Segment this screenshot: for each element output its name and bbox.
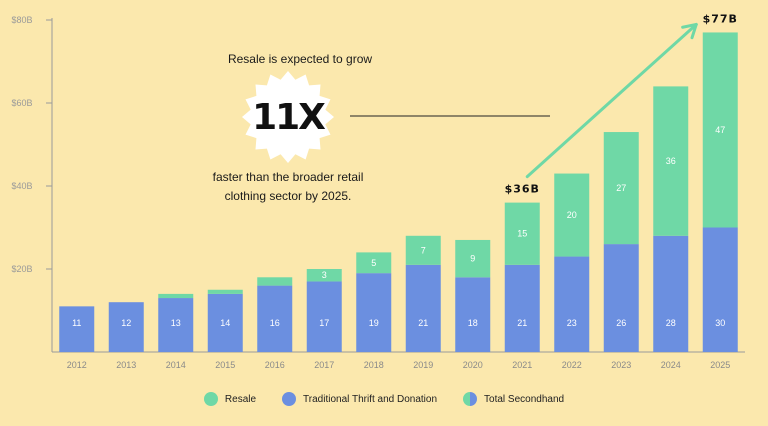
bar-resale <box>207 289 243 294</box>
legend-label-total: Total Secondhand <box>484 393 565 405</box>
x-tick-label: 2015 <box>215 360 235 370</box>
bar-resale <box>405 235 441 265</box>
bar-label-thrift: 19 <box>369 318 379 328</box>
bar-label-thrift: 11 <box>72 318 81 328</box>
bar-thrift <box>356 273 392 352</box>
bar-thrift <box>158 298 194 352</box>
starburst-icon <box>242 71 334 163</box>
bar-label-thrift: 17 <box>319 318 329 328</box>
bar-label-thrift: 26 <box>616 318 626 328</box>
bar-label-resale: 20 <box>567 210 577 220</box>
x-tick-label: 2022 <box>562 360 582 370</box>
bar-thrift <box>59 306 95 352</box>
bar-label-thrift: 14 <box>220 318 230 328</box>
y-tick-label: $40B <box>11 181 32 191</box>
bar-label-resale: 27 <box>616 183 626 193</box>
chart-legend: Resale Traditional Thrift and Donation T… <box>0 392 768 406</box>
bar-label-resale: 3 <box>322 270 327 280</box>
x-tick-label: 2013 <box>116 360 136 370</box>
bar-resale <box>306 269 342 282</box>
bar-resale <box>504 202 540 265</box>
bar-thrift <box>405 264 441 352</box>
legend-item-thrift: Traditional Thrift and Donation <box>282 392 437 406</box>
bar-thrift <box>702 227 738 352</box>
multiplier-text: 11X <box>252 96 326 138</box>
x-tick-label: 2012 <box>67 360 87 370</box>
resale-swatch-icon <box>203 392 218 406</box>
arrow-shaft <box>525 22 698 179</box>
starburst-badge: 11X <box>240 70 336 164</box>
y-axis-ticks: $20B $40B $60B $80B <box>11 15 52 274</box>
bar-label-thrift: 12 <box>121 318 131 328</box>
y-tick-label: $80B <box>11 15 32 25</box>
bar-thrift <box>603 244 639 352</box>
total-label: $36B <box>505 183 540 196</box>
legend-label-thrift: Traditional Thrift and Donation <box>303 393 438 405</box>
total-swatch-icon <box>463 392 478 406</box>
chart-bars: 11 12 13 14 16 17 3 19 5 21 7 18 9 21 15 23 20 26 27 28 36 30… <box>59 32 738 352</box>
bar-thrift <box>455 277 491 352</box>
bar-resale <box>257 277 293 286</box>
x-axis-labels: 2012 2013 2014 2015 2016 2017 2018 2019 2020 2021… <box>67 360 731 370</box>
bar-label-thrift: 30 <box>715 318 725 328</box>
bar-label-resale: 9 <box>470 254 475 264</box>
bar-thrift <box>306 281 342 352</box>
bar-thrift <box>207 293 243 352</box>
bar-resale <box>603 132 639 245</box>
x-tick-label: 2017 <box>314 360 334 370</box>
bar-resale <box>356 252 392 274</box>
legend-label-resale: Resale <box>224 393 257 405</box>
bar-resale <box>702 32 738 228</box>
bar-label-resale: 47 <box>715 125 725 135</box>
x-tick-label: 2016 <box>265 360 285 370</box>
x-tick-label: 2014 <box>166 360 186 370</box>
bar-thrift <box>108 302 144 352</box>
callout-bottom-line2: clothing sector by 2025. <box>224 189 352 203</box>
bar-resale <box>455 239 491 278</box>
bar-label-thrift: 28 <box>666 318 676 328</box>
x-tick-label: 2025 <box>710 360 730 370</box>
x-tick-label: 2020 <box>463 360 483 370</box>
bar-label-thrift: 23 <box>567 318 577 328</box>
x-tick-label: 2018 <box>364 360 384 370</box>
legend-item-total: Total Secondhand <box>463 392 564 406</box>
thrift-swatch-icon <box>282 392 297 406</box>
bar-label-resale: 7 <box>421 245 426 255</box>
bar-thrift <box>504 264 540 352</box>
callout-top-text: Resale is expected to grow <box>227 52 373 66</box>
bar-resale <box>158 293 194 299</box>
bar-label-resale: 15 <box>517 229 527 239</box>
bar-label-thrift: 13 <box>171 318 181 328</box>
bar-thrift <box>554 256 590 352</box>
bar-label-resale: 5 <box>371 258 376 268</box>
total-label: $77B <box>703 12 738 25</box>
y-tick-label: $60B <box>11 98 32 108</box>
bar-label-thrift: 21 <box>517 318 527 328</box>
arrow-head <box>681 22 698 40</box>
total-labels: $36B $77B <box>505 12 738 196</box>
x-tick-label: 2021 <box>512 360 532 370</box>
x-tick-label: 2019 <box>413 360 433 370</box>
callout-bottom-line1: faster than the broader retail <box>212 170 364 184</box>
bar-label-thrift: 16 <box>270 318 280 328</box>
bar-label-thrift: 18 <box>468 318 478 328</box>
growth-arrow-icon <box>525 22 698 179</box>
x-tick-label: 2023 <box>611 360 631 370</box>
bar-thrift <box>653 235 689 352</box>
legend-item-resale: Resale <box>203 392 257 406</box>
bar-thrift <box>257 285 293 352</box>
y-tick-label: $20B <box>11 264 32 274</box>
bar-resale <box>554 173 590 257</box>
bar-label-thrift: 21 <box>418 318 428 328</box>
bar-label-resale: 36 <box>666 156 676 166</box>
callout-bottom-text: faster than the broader retail clothing … <box>168 168 408 206</box>
bar-resale <box>653 86 689 236</box>
x-tick-label: 2024 <box>661 360 681 370</box>
